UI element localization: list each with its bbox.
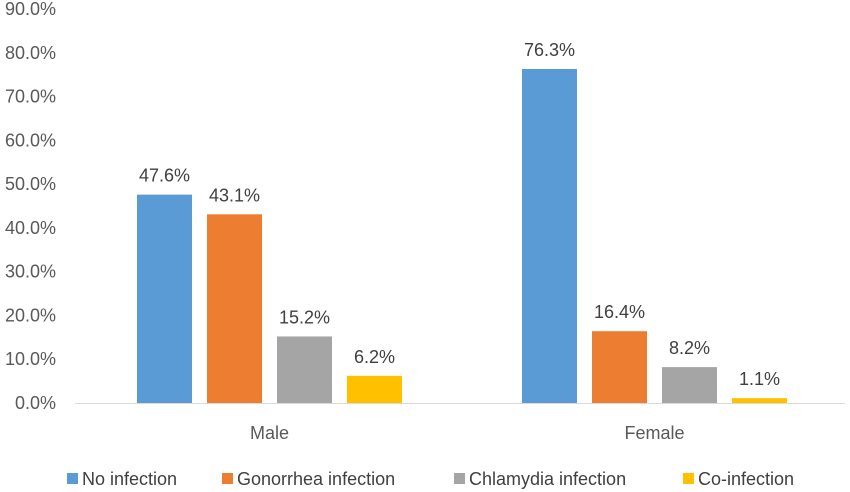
data-label: 76.3% [524,40,575,60]
legend-swatch [222,473,233,484]
legend-swatch [683,473,694,484]
x-axis: Male Female [250,423,685,443]
data-labels: 47.6% 76.3% 43.1% 16.4% 15.2% 8.2% 6.2% 1.1% [139,40,780,389]
legend-label: Chlamydia infection [469,469,626,489]
y-tick-label: 90.0% [5,0,56,19]
legend-item: Gonorrhea infection [222,469,395,489]
legend-swatch [67,473,78,484]
y-tick-label: 0.0% [15,393,56,413]
x-category-label: Male [250,423,289,443]
y-tick-label: 20.0% [5,305,56,325]
data-label: 16.4% [594,302,645,322]
bar-gonorrhea-infection-male [207,214,262,403]
legend-label: No infection [82,469,177,489]
y-tick-label: 70.0% [5,87,56,107]
data-label: 15.2% [279,307,330,327]
legend-item: No infection [67,469,177,489]
bar-group [137,68,787,403]
data-label: 43.1% [209,185,260,205]
legend: No infection Gonorrhea infection Chlamydia… [67,469,794,489]
y-tick-label: 60.0% [5,130,56,150]
legend-swatch [454,473,465,484]
legend-item: Chlamydia infection [454,469,626,489]
bar-gonorrhea-infection-female [592,331,647,403]
bar-co-infection-female [732,398,787,403]
legend-item: Co-infection [683,469,794,489]
x-category-label: Female [624,423,684,443]
legend-label: Co-infection [698,469,794,489]
y-tick-label: 50.0% [5,174,56,194]
bar-chlamydia-infection-male [277,336,332,403]
data-label: 1.1% [739,369,780,389]
bar-no-infection-female [522,68,577,403]
bar-chlamydia-infection-female [662,367,717,403]
bar-co-infection-male [347,375,402,403]
data-label: 6.2% [354,347,395,367]
y-tick-label: 30.0% [5,262,56,282]
data-label: 8.2% [669,338,710,358]
y-tick-label: 80.0% [5,43,56,63]
bar-no-infection-male [137,194,192,403]
legend-label: Gonorrhea infection [237,469,395,489]
y-tick-label: 40.0% [5,218,56,238]
data-label: 47.6% [139,166,190,186]
y-tick-label: 10.0% [5,349,56,369]
y-axis: 0.0% 10.0% 20.0% 30.0% 40.0% 50.0% 60.0% 70.0% 8… [5,0,56,413]
